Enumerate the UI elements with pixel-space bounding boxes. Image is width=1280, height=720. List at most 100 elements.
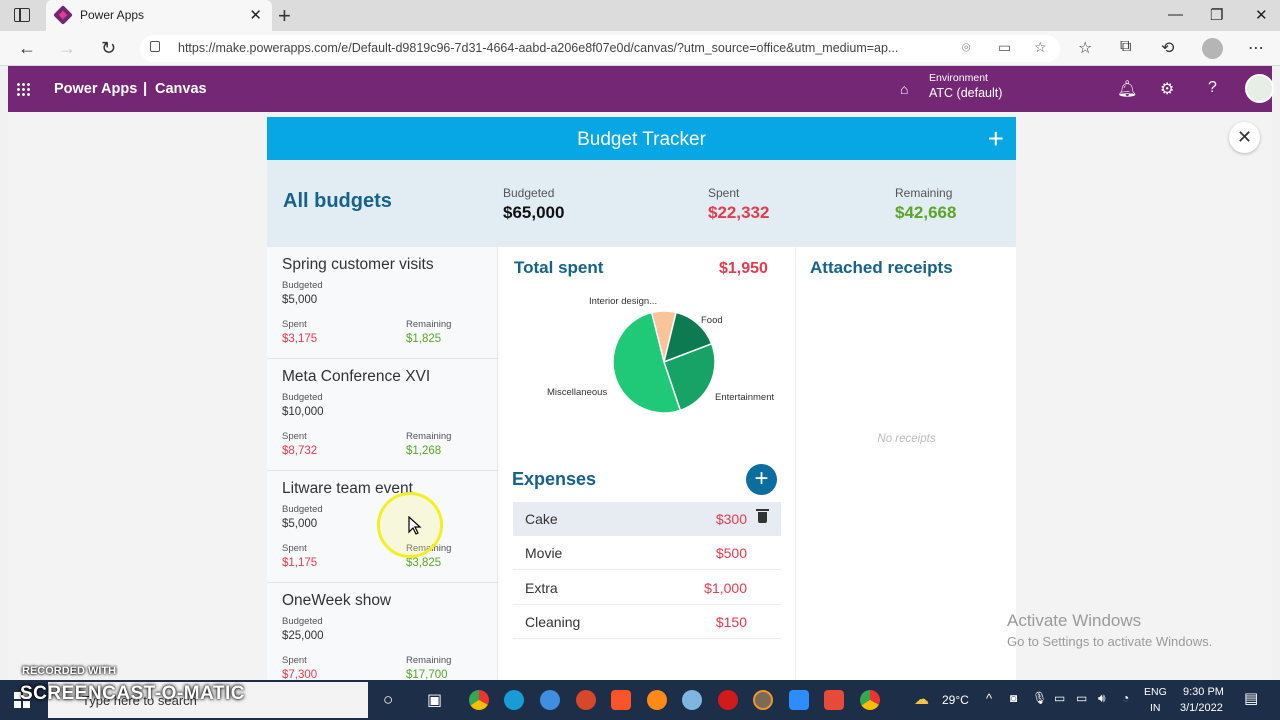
summary-spent-value: $22,332 — [708, 203, 770, 222]
settings-gear-icon[interactable]: ⚙ — [1160, 81, 1175, 98]
expense-row[interactable]: Cake $300 — [513, 502, 781, 536]
pie-slice-label: Interior design... — [589, 296, 657, 307]
add-expense-button[interactable]: + — [746, 464, 777, 495]
expense-amount: $1,000 — [704, 580, 747, 596]
tab-actions-icon[interactable] — [14, 8, 30, 22]
recorded-with-label: RECORDED WITH — [22, 665, 117, 677]
pie-slice — [612, 311, 682, 414]
location-icon[interactable]: ⌾ — [962, 39, 971, 55]
notification-center-icon[interactable]: ▤ — [1244, 690, 1259, 707]
activate-windows-title: Activate Windows — [1007, 611, 1142, 630]
window-close-button[interactable]: ✕ — [1255, 7, 1268, 24]
spent-label: Spent — [282, 431, 307, 442]
cortana-circle-icon[interactable]: ○ — [383, 690, 394, 709]
notifications-bell-icon[interactable]: 🔔︎ — [1117, 81, 1138, 98]
header-separator: | — [143, 80, 148, 97]
tor-browser-icon[interactable] — [682, 690, 702, 710]
environment-label: Environment — [929, 72, 988, 84]
clock-date[interactable]: 3/1/2022 — [1180, 702, 1223, 714]
budget-card[interactable]: Spring customer visits Budgeted $5,000 S… — [267, 247, 498, 359]
help-icon[interactable]: ? — [1208, 79, 1217, 96]
pie-slice-label: Food — [701, 315, 723, 326]
screencast-app-icon[interactable] — [753, 690, 773, 710]
tab-close-icon[interactable]: ✕ — [249, 7, 262, 24]
weather-icon[interactable]: ☁ — [914, 691, 929, 708]
budgeted-value: $25,000 — [282, 630, 324, 642]
browser-tab[interactable]: Power Apps ✕ — [46, 0, 272, 31]
minimize-button[interactable]: — — [1168, 6, 1183, 23]
activate-windows-subtitle: Go to Settings to activate Windows. — [1007, 634, 1213, 649]
refresh-icon[interactable]: ↻ — [101, 38, 117, 58]
environment-value[interactable]: ATC (default) — [929, 86, 1003, 100]
tab-title: Power Apps — [80, 8, 145, 22]
budget-card[interactable]: OneWeek show Budgeted $25,000 Spent $7,3… — [267, 583, 498, 680]
volume-icon[interactable]: 🔊︎ — [1098, 691, 1106, 705]
budget-card[interactable]: Meta Conference XVI Budgeted $10,000 Spe… — [267, 359, 498, 471]
add-budget-button[interactable]: + — [987, 123, 1004, 154]
user-avatar[interactable] — [1245, 74, 1274, 103]
delete-trash-icon[interactable] — [756, 509, 769, 523]
power-apps-header: Power Apps | Canvas ⌂ Environment ATC (d… — [8, 66, 1274, 112]
expense-name: Movie — [525, 545, 563, 561]
language-text[interactable]: ENG — [1144, 686, 1167, 698]
maximize-button[interactable]: ❐ — [1210, 7, 1224, 24]
remaining-label: Remaining — [406, 431, 452, 442]
collections-icon[interactable]: ⧉ — [1120, 38, 1132, 55]
total-spent-value: $1,950 — [719, 260, 768, 277]
chrome-icon[interactable] — [469, 690, 489, 710]
back-arrow-icon[interactable]: ← — [18, 38, 36, 58]
add-favorite-icon[interactable]: ☆ — [1034, 39, 1047, 55]
url-field[interactable]: https://make.powerapps.com/e/Default-d98… — [140, 35, 1060, 62]
camera-icon[interactable]: ▭ — [998, 39, 1012, 55]
microphone-icon[interactable]: 🎙︎ — [1032, 691, 1048, 705]
clock-time[interactable]: 9:30 PM — [1183, 686, 1224, 698]
mouse-pointer-icon — [408, 516, 422, 535]
budgeted-value: $5,000 — [282, 518, 318, 530]
expense-row[interactable]: Movie $500 — [513, 536, 781, 570]
expense-name: Extra — [525, 580, 558, 596]
pie-slice — [663, 342, 716, 412]
more-options-icon[interactable]: ⋯ — [1248, 40, 1264, 57]
favorites-icon[interactable]: ☆ — [1078, 40, 1093, 57]
expense-row[interactable]: Extra $1,000 — [513, 571, 781, 605]
expense-amount: $150 — [715, 614, 747, 630]
expense-amount: $300 — [715, 511, 747, 527]
start-windows-icon[interactable] — [14, 692, 30, 708]
chrome-profile-icon[interactable] — [860, 690, 880, 710]
browser-profile-avatar[interactable] — [1202, 38, 1223, 59]
meet-now-icon[interactable]: ◙ — [1010, 691, 1018, 705]
brand-name[interactable]: Power Apps — [54, 81, 138, 97]
budget-name: Spring customer visits — [282, 256, 434, 273]
brave-icon[interactable] — [611, 690, 631, 710]
task-view-icon[interactable]: ▣ — [427, 692, 443, 709]
app-launcher-icon[interactable] — [16, 82, 30, 96]
zoom-icon[interactable] — [789, 690, 809, 710]
taskbar-search-box[interactable]: Type here to search — [48, 682, 368, 718]
expense-row[interactable]: Cleaning $150 — [513, 605, 781, 639]
new-tab-button[interactable]: + — [278, 3, 291, 28]
tray-expand-icon[interactable]: ^ — [986, 691, 993, 706]
opera-icon[interactable] — [718, 690, 738, 710]
all-budgets-heading: All budgets — [283, 190, 392, 212]
remaining-label: Remaining — [406, 319, 452, 330]
edge-icon[interactable] — [504, 690, 524, 710]
remaining-value: $17,700 — [406, 669, 448, 680]
attached-receipts-heading: Attached receipts — [810, 258, 953, 277]
battery-icon[interactable]: ▭ — [1076, 691, 1088, 705]
firefox-nightly-icon[interactable] — [576, 690, 596, 710]
forward-arrow-icon[interactable]: → — [58, 38, 76, 58]
onedrive-icon[interactable]: ▭ — [1054, 691, 1066, 705]
history-icon[interactable]: ⟲ — [1161, 40, 1175, 57]
spent-label: Spent — [282, 319, 307, 330]
firefox-icon[interactable] — [647, 690, 667, 710]
environment-icon[interactable]: ⌂ — [900, 81, 909, 97]
close-preview-button[interactable]: ✕ — [1229, 122, 1260, 153]
anydesk-icon[interactable] — [824, 690, 844, 710]
region-text[interactable]: IN — [1150, 702, 1161, 714]
spent-value: $7,300 — [282, 669, 318, 680]
budget-name: OneWeek show — [282, 592, 392, 609]
wifi-icon[interactable]: ◔ — [1122, 691, 1130, 705]
summary-budgeted-value: $65,000 — [503, 203, 565, 222]
search-placeholder: Type here to search — [82, 693, 197, 708]
chromium-icon[interactable] — [540, 690, 560, 710]
